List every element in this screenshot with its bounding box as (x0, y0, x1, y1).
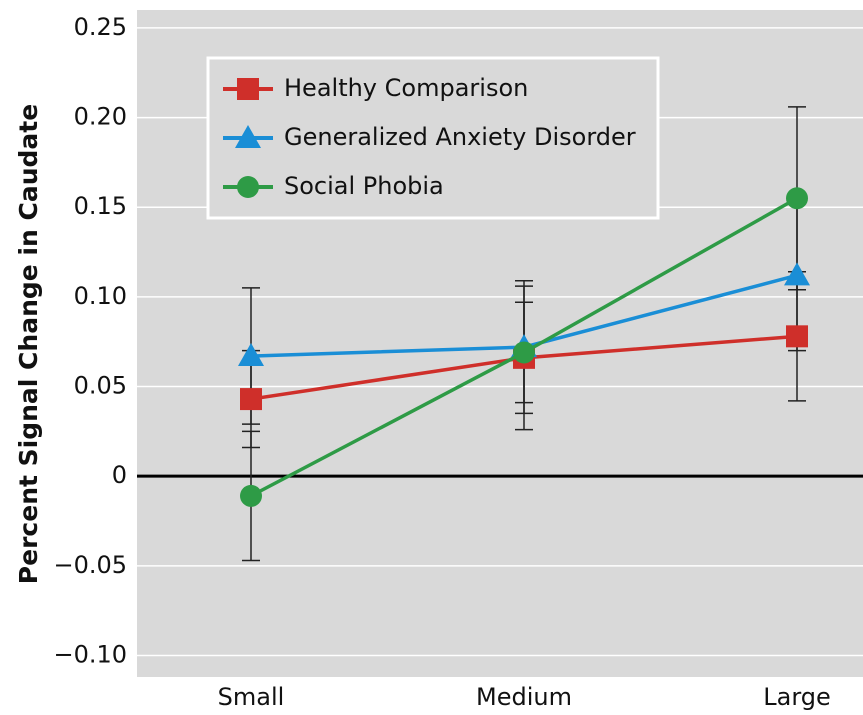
y-tick-label: 0.25 (74, 13, 127, 41)
marker (786, 187, 808, 210)
marker (238, 343, 264, 367)
x-tick-label: Medium (476, 683, 572, 711)
marker (240, 484, 262, 507)
legend-marker (235, 125, 261, 148)
y-axis-label: Percent Signal Change in Caudate (14, 104, 43, 584)
x-tick-label: Large (763, 683, 831, 711)
y-tick-label: −0.05 (53, 551, 127, 579)
y-tick-label: 0.20 (74, 103, 127, 131)
legend-label: Generalized Anxiety Disorder (284, 123, 636, 151)
y-tick-label: 0.05 (74, 372, 127, 400)
legend-marker (237, 176, 259, 198)
marker (513, 341, 535, 364)
y-tick-label: 0 (112, 461, 127, 489)
marker (240, 388, 262, 411)
marks (238, 106, 810, 562)
legend-marker (237, 78, 259, 100)
y-tick-label: −0.10 (53, 640, 127, 668)
x-tick-label: Small (218, 683, 285, 711)
legend-box (206, 56, 660, 220)
y-tick-label: 0.10 (74, 282, 127, 310)
y-tick-label: 0.15 (74, 192, 127, 220)
marker (786, 325, 808, 348)
legend: Healthy Comparison Generalized Anxiety Di… (206, 56, 660, 220)
marker (784, 262, 810, 286)
legend-label: Social Phobia (284, 172, 444, 200)
legend-label: Healthy Comparison (284, 74, 528, 102)
